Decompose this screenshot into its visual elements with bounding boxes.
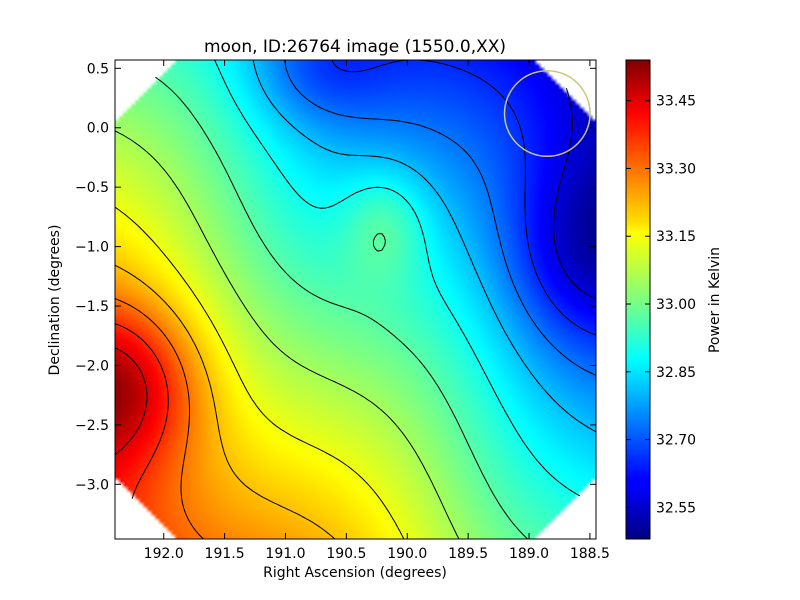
colorbar: [625, 59, 651, 540]
colorbar-tick-label: 32.85: [656, 365, 696, 381]
colorbar-ticks: 33.45 33.30 33.15 33.00 32.85 32.70 32.55: [626, 94, 696, 516]
y-tick-label: 0.0: [87, 121, 109, 137]
x-tick-label: 190.5: [326, 546, 366, 562]
contour-level: [284, 60, 596, 376]
contour-level: [214, 60, 581, 497]
contour-level: [115, 298, 204, 539]
x-tick-label: 189.5: [448, 546, 488, 562]
x-tick-label: 189.0: [509, 546, 549, 562]
contour-level: [115, 323, 169, 499]
plot-frame: [114, 59, 597, 540]
colorbar-tick-label: 33.45: [656, 94, 696, 110]
colorbar-tick-label: 33.00: [656, 297, 696, 313]
x-tick-label: 191.0: [265, 546, 305, 562]
x-tick-label: 192.0: [144, 546, 184, 562]
x-axis-ticks: 192.0 191.5 191.0 190.5 190.0 189.5 189.0 188.5: [144, 60, 610, 562]
colorbar-tick-label: 32.70: [656, 433, 696, 449]
y-tick-label: −2.0: [75, 358, 109, 374]
contour-level: [115, 347, 148, 456]
contour-level: [115, 206, 405, 539]
colorbar-label: Power in Kelvin: [707, 247, 723, 353]
contour-level: [115, 130, 460, 539]
contour-level: [252, 60, 596, 433]
y-tick-label: −1.0: [75, 240, 109, 256]
contour-level: [155, 76, 528, 539]
colorbar-tick-label: 33.30: [656, 161, 696, 177]
x-tick-label: 190.0: [387, 546, 427, 562]
contour-lines: [115, 60, 596, 539]
beam-marker: [503, 69, 591, 158]
chart-title: moon, ID:26764 image (1550.0,XX): [204, 37, 506, 57]
y-tick-label: −2.5: [75, 418, 109, 434]
y-tick-label: 0.5: [87, 61, 109, 77]
x-tick-label: 191.5: [205, 546, 245, 562]
colorbar-tick-label: 33.15: [656, 229, 696, 245]
contour-level: [331, 60, 596, 336]
y-tick-label: −1.5: [75, 299, 109, 315]
y-tick-label: −3.0: [75, 477, 109, 493]
y-axis-ticks: 0.5 0.0 −0.5 −1.0 −1.5 −2.0 −2.5 −3.0: [75, 61, 596, 493]
heatmap-image: [115, 60, 596, 539]
y-tick-label: −0.5: [75, 180, 109, 196]
beam-circle: [503, 69, 591, 158]
x-axis-label: Right Ascension (degrees): [263, 565, 447, 581]
x-tick-label: 188.5: [570, 546, 610, 562]
colorbar-tick-label: 32.55: [656, 500, 696, 516]
contour-level: [553, 88, 596, 300]
y-axis-label: Declination (degrees): [47, 225, 63, 376]
